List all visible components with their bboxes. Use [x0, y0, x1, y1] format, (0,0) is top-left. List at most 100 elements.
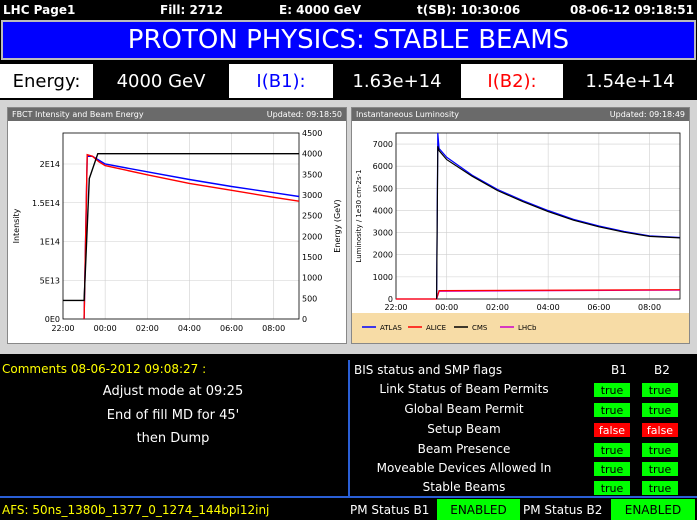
y-tick-label: 0E0: [45, 315, 60, 324]
flag-label: Beam Presence: [417, 442, 511, 456]
beam-mode-banner: PROTON PHYSICS: STABLE BEAMS: [1, 20, 696, 60]
y-tick-label: 2000: [373, 251, 393, 260]
flag-row-link-status: Link Status of Beam Permits true true: [350, 380, 697, 400]
x-tick-label: 22:00: [384, 303, 407, 312]
pm-status-b2-label: PM Status B2: [523, 503, 603, 517]
time-stable-beams: t(SB): 10:30:06: [417, 3, 521, 17]
y-tick-label: 3000: [373, 229, 393, 238]
x-tick-label: 02:00: [136, 324, 159, 333]
series-line: [63, 153, 299, 302]
y-tick-label: 2E14: [40, 160, 60, 169]
bis-header: BIS status and SMP flags: [354, 363, 503, 377]
bis-b1-header: B1: [611, 363, 627, 377]
flag-label: Setup Beam: [427, 422, 501, 436]
flag-row-beam-presence: Beam Presence true true: [350, 440, 697, 460]
flag-b2: false: [642, 423, 678, 437]
lumi-updated: Updated: 09:18:49: [609, 110, 685, 119]
bis-b2-header: B2: [654, 363, 670, 377]
y-tick-label: 0: [388, 295, 393, 304]
legend-label: LHCb: [518, 324, 537, 332]
luminosity-chart: 22:00 00:00 02:00 04:00 06:00 08:00 0 1000 2000 3…: [352, 132, 689, 343]
fbct-chart-title: FBCT Intensity and Beam Energy: [12, 110, 144, 119]
fbct-panel-header: FBCT Intensity and Beam Energy Updated: …: [8, 108, 346, 121]
y-tick-label: 5E13: [40, 276, 60, 285]
flag-b1: false: [594, 423, 630, 437]
fbct-intensity-chart: 22:00 00:00 02:00 04:00 06:00 08:00 0E0 5E13 1E1…: [12, 129, 342, 333]
comments-header: Comments 08-06-2012 09:08:27 :: [2, 362, 207, 376]
beam-energy: E: 4000 GeV: [279, 3, 362, 17]
section-divider-horizontal: [0, 496, 697, 498]
flag-b1: true: [594, 443, 630, 457]
y-axis-label: Luminosity / 1e30 cm-2s-1: [355, 169, 363, 262]
flag-row-stable-beams: Stable Beams true true: [350, 478, 697, 498]
section-divider-vertical: [348, 360, 350, 497]
b1-intensity-label: I(B1):: [229, 64, 333, 98]
x-tick-label: 02:00: [486, 303, 509, 312]
series-line: [83, 153, 300, 320]
y-tick-label: 1.5E14: [32, 199, 60, 208]
series-line: [83, 155, 300, 320]
y-right-tick-label: 1000: [302, 274, 322, 283]
energy-value: 4000 GeV: [116, 70, 206, 92]
flag-b1: true: [594, 481, 630, 495]
comment-line-3: then Dump: [136, 431, 210, 446]
y-tick-label: 7000: [373, 140, 393, 149]
y-axis-label: Intensity: [12, 208, 21, 243]
y-right-tick-label: 4000: [302, 150, 322, 159]
y-right-tick-label: 500: [302, 294, 317, 303]
flag-label: Global Beam Permit: [404, 402, 524, 416]
flag-b2: true: [642, 383, 678, 397]
x-tick-label: 08:00: [262, 324, 285, 333]
x-tick-label: 22:00: [51, 324, 74, 333]
fill-number: Fill: 2712: [160, 3, 223, 17]
comment-line-1: Adjust mode at 09:25: [102, 384, 244, 399]
flag-label: Link Status of Beam Permits: [379, 382, 549, 396]
x-tick-label: 00:00: [435, 303, 458, 312]
flag-b2: true: [642, 403, 678, 417]
flag-label: Moveable Devices Allowed In: [376, 461, 552, 475]
x-tick-label: 00:00: [94, 324, 117, 333]
pm-status-b1-value: ENABLED: [437, 499, 520, 520]
lumi-chart-title: Instantaneous Luminosity: [356, 110, 460, 119]
y-right-tick-label: 2000: [302, 232, 322, 241]
x-tick-label: 06:00: [587, 303, 610, 312]
flag-label: Stable Beams: [422, 480, 506, 494]
luminosity-panel: Instantaneous Luminosity Updated: 09:18:…: [351, 107, 690, 344]
y-right-tick-label: 1500: [302, 253, 322, 262]
fbct-updated: Updated: 09:18:50: [266, 110, 342, 119]
pm-status-b2-value: ENABLED: [611, 499, 695, 520]
flag-b1: true: [594, 403, 630, 417]
x-tick-label: 04:00: [178, 324, 201, 333]
legend-label: CMS: [472, 324, 488, 332]
page-name: LHC Page1: [3, 3, 76, 17]
flag-b2: true: [642, 443, 678, 457]
y-right-tick-label: 3000: [302, 191, 322, 200]
series-line: [436, 146, 681, 300]
energy-intensity-row: Energy: 4000 GeV I(B1): 1.63e+14 I(B2): …: [0, 64, 697, 98]
y-right-tick-label: 0: [302, 315, 307, 324]
comment-line-2: End of fill MD for 45': [106, 408, 240, 423]
y-tick-label: 5000: [373, 184, 393, 193]
y-right-tick-label: 2500: [302, 212, 322, 221]
energy-label: Energy:: [0, 64, 93, 98]
b2-intensity-label: I(B2):: [461, 64, 563, 98]
b1-intensity-value: 1.63e+14: [352, 70, 442, 92]
series-line: [396, 289, 681, 300]
legend-label: ATLAS: [380, 324, 402, 332]
flag-row-moveable-devices: Moveable Devices Allowed In true true: [350, 459, 697, 479]
flag-b1: true: [594, 462, 630, 476]
y-tick-label: 1000: [373, 273, 393, 282]
x-tick-label: 06:00: [220, 324, 243, 333]
plot-frame: [395, 132, 681, 300]
x-tick-label: 08:00: [638, 303, 661, 312]
plots-area: FBCT Intensity and Beam Energy Updated: …: [0, 100, 697, 354]
afs-filling-scheme: AFS: 50ns_1380b_1377_0_1274_144bpi12inj: [2, 503, 270, 517]
current-datetime: 08-06-12 09:18:51: [570, 3, 694, 17]
flag-row-global-permit: Global Beam Permit true true: [350, 400, 697, 420]
y-tick-label: 1E14: [40, 238, 60, 247]
series-line: [436, 132, 681, 300]
legend-background: [352, 313, 689, 343]
y-right-axis-label: Energy (GeV): [333, 199, 342, 252]
pm-status-b1-label: PM Status B1: [350, 503, 430, 517]
x-tick-label: 04:00: [537, 303, 560, 312]
